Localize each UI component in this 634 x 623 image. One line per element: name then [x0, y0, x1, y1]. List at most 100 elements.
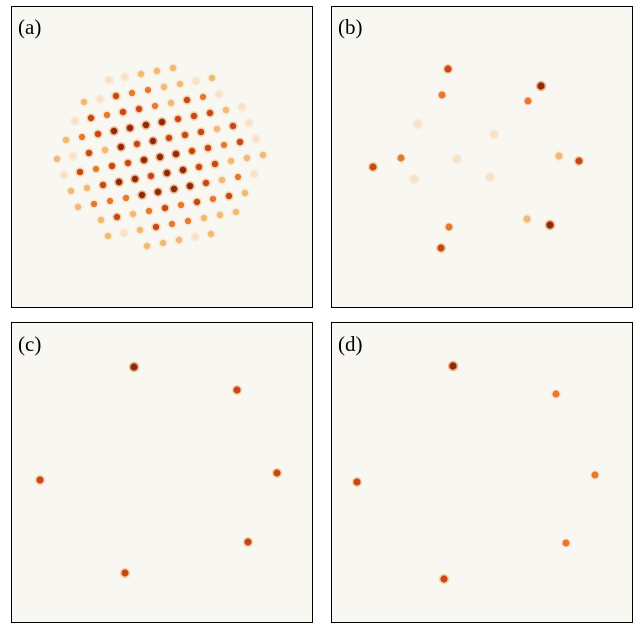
spot — [562, 539, 569, 546]
spot — [114, 214, 120, 220]
spot — [116, 179, 122, 185]
spot — [226, 193, 232, 199]
spot — [153, 224, 159, 230]
spot — [148, 173, 154, 179]
spot — [246, 120, 252, 126]
spot — [221, 142, 227, 148]
spot — [144, 243, 150, 249]
spot — [397, 154, 404, 161]
spot — [523, 215, 530, 222]
spot — [437, 244, 444, 251]
spot — [486, 173, 493, 180]
spot — [164, 170, 170, 176]
panel-label: (b) — [338, 15, 363, 39]
spot — [118, 144, 124, 150]
spot — [130, 211, 136, 217]
spot — [88, 115, 94, 121]
spot — [552, 390, 559, 397]
spot — [97, 96, 103, 102]
spot — [162, 205, 168, 211]
spot — [137, 227, 143, 233]
spot — [154, 68, 160, 74]
spot — [169, 221, 175, 227]
spot — [111, 128, 117, 134]
spot — [208, 231, 214, 237]
spot — [120, 109, 126, 115]
panel-frame — [12, 323, 313, 623]
panel-frame — [332, 323, 633, 623]
spot — [230, 123, 236, 129]
spot — [130, 363, 137, 370]
spot — [146, 208, 152, 214]
spot — [200, 94, 206, 100]
spot — [591, 471, 598, 478]
spot — [109, 163, 115, 169]
spot — [159, 119, 165, 125]
spot — [228, 158, 234, 164]
spot — [122, 74, 128, 80]
spot — [203, 180, 209, 186]
spot — [75, 204, 81, 210]
spot — [72, 118, 78, 124]
spot — [54, 156, 60, 162]
spot — [79, 134, 85, 140]
spot — [102, 147, 108, 153]
spot — [209, 75, 215, 81]
spot — [210, 196, 216, 202]
spot — [77, 169, 83, 175]
spot — [141, 157, 147, 163]
spot — [449, 362, 456, 369]
spot — [129, 90, 135, 96]
spot — [157, 154, 163, 160]
spot — [440, 575, 447, 582]
spot — [171, 186, 177, 192]
spot — [113, 93, 119, 99]
spot — [201, 215, 207, 221]
spot — [107, 198, 113, 204]
spot — [160, 240, 166, 246]
spot — [185, 218, 191, 224]
spot — [191, 113, 197, 119]
spot — [104, 112, 110, 118]
figure: (a) (b) (c) (d) — [0, 0, 634, 623]
spot — [187, 183, 193, 189]
spot — [219, 177, 225, 183]
spot — [260, 152, 266, 158]
spot — [555, 152, 562, 159]
spot — [242, 190, 248, 196]
spot — [136, 106, 142, 112]
spot — [205, 145, 211, 151]
spot — [134, 141, 140, 147]
spot — [121, 569, 128, 576]
spot — [86, 150, 92, 156]
spot — [490, 130, 497, 137]
spot — [143, 122, 149, 128]
spot — [216, 91, 222, 97]
spot — [132, 176, 138, 182]
spot — [138, 71, 144, 77]
spot — [251, 171, 257, 177]
spot — [537, 82, 544, 89]
spot — [414, 120, 421, 127]
panel-label: (d) — [338, 332, 363, 356]
spot — [84, 185, 90, 191]
panel-label: (a) — [18, 15, 41, 39]
spot — [184, 97, 190, 103]
spot — [182, 132, 188, 138]
spot — [244, 155, 250, 161]
spot — [70, 153, 76, 159]
spot — [235, 174, 241, 180]
spot — [121, 230, 127, 236]
spot — [93, 166, 99, 172]
spot — [105, 233, 111, 239]
spot — [98, 217, 104, 223]
spot — [214, 126, 220, 132]
spot — [178, 202, 184, 208]
spot — [212, 161, 218, 167]
spot — [81, 99, 87, 105]
spot — [444, 65, 451, 72]
spot — [233, 209, 239, 215]
spot — [100, 182, 106, 188]
spot — [353, 478, 360, 485]
spot — [194, 199, 200, 205]
